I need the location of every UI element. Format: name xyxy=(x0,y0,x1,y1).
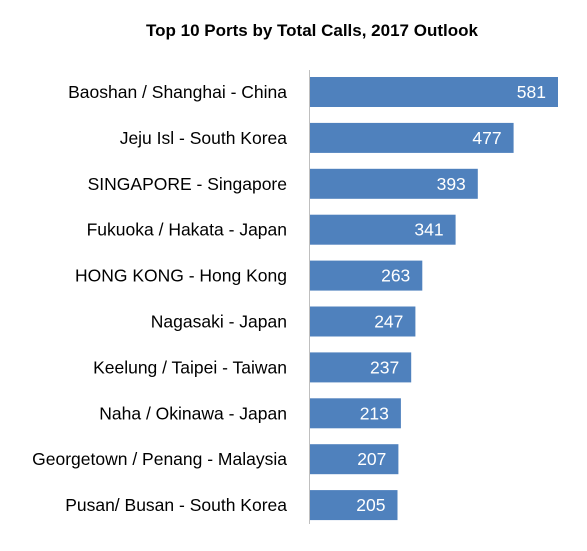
value-label: 393 xyxy=(437,174,466,194)
category-label: Pusan/ Busan - South Korea xyxy=(65,495,287,515)
category-label: HONG KONG - Hong Kong xyxy=(75,266,287,286)
value-label: 237 xyxy=(370,357,399,377)
value-label: 247 xyxy=(374,312,403,332)
bar-10 xyxy=(310,490,398,521)
category-label: Keelung / Taipei - Taiwan xyxy=(93,357,287,377)
value-label: 213 xyxy=(360,403,389,423)
value-label: 205 xyxy=(356,495,385,515)
bar-5 xyxy=(310,260,423,291)
category-label: Georgetown / Penang - Malaysia xyxy=(32,449,287,469)
value-label: 581 xyxy=(517,82,546,102)
category-label: SINGAPORE - Singapore xyxy=(88,174,287,194)
category-label: Fukuoka / Hakata - Japan xyxy=(87,220,287,240)
value-label: 263 xyxy=(381,266,410,286)
category-label: Jeju Isl - South Korea xyxy=(120,128,288,148)
category-label: Nagasaki - Japan xyxy=(151,312,287,332)
value-labels: 581 477 393 341 263 247 237 213 207 205 xyxy=(356,82,546,515)
value-label: 207 xyxy=(357,449,386,469)
category-label: Naha / Okinawa - Japan xyxy=(99,403,287,423)
bar-3 xyxy=(310,168,478,199)
category-label: Baoshan / Shanghai - China xyxy=(68,82,287,102)
bar-2 xyxy=(310,122,514,153)
bar-4 xyxy=(310,214,456,245)
bar-8 xyxy=(310,398,401,429)
value-label: 341 xyxy=(414,220,443,240)
value-label: 477 xyxy=(472,128,501,148)
bar-1 xyxy=(310,77,558,107)
category-labels: Baoshan / Shanghai - China Jeju Isl - Sou… xyxy=(32,82,287,515)
bar-9 xyxy=(310,444,399,475)
chart-title: Top 10 Ports by Total Calls, 2017 Outloo… xyxy=(146,21,478,40)
bar-6 xyxy=(310,306,416,337)
bars-group xyxy=(310,77,558,521)
bar-7 xyxy=(310,352,412,383)
